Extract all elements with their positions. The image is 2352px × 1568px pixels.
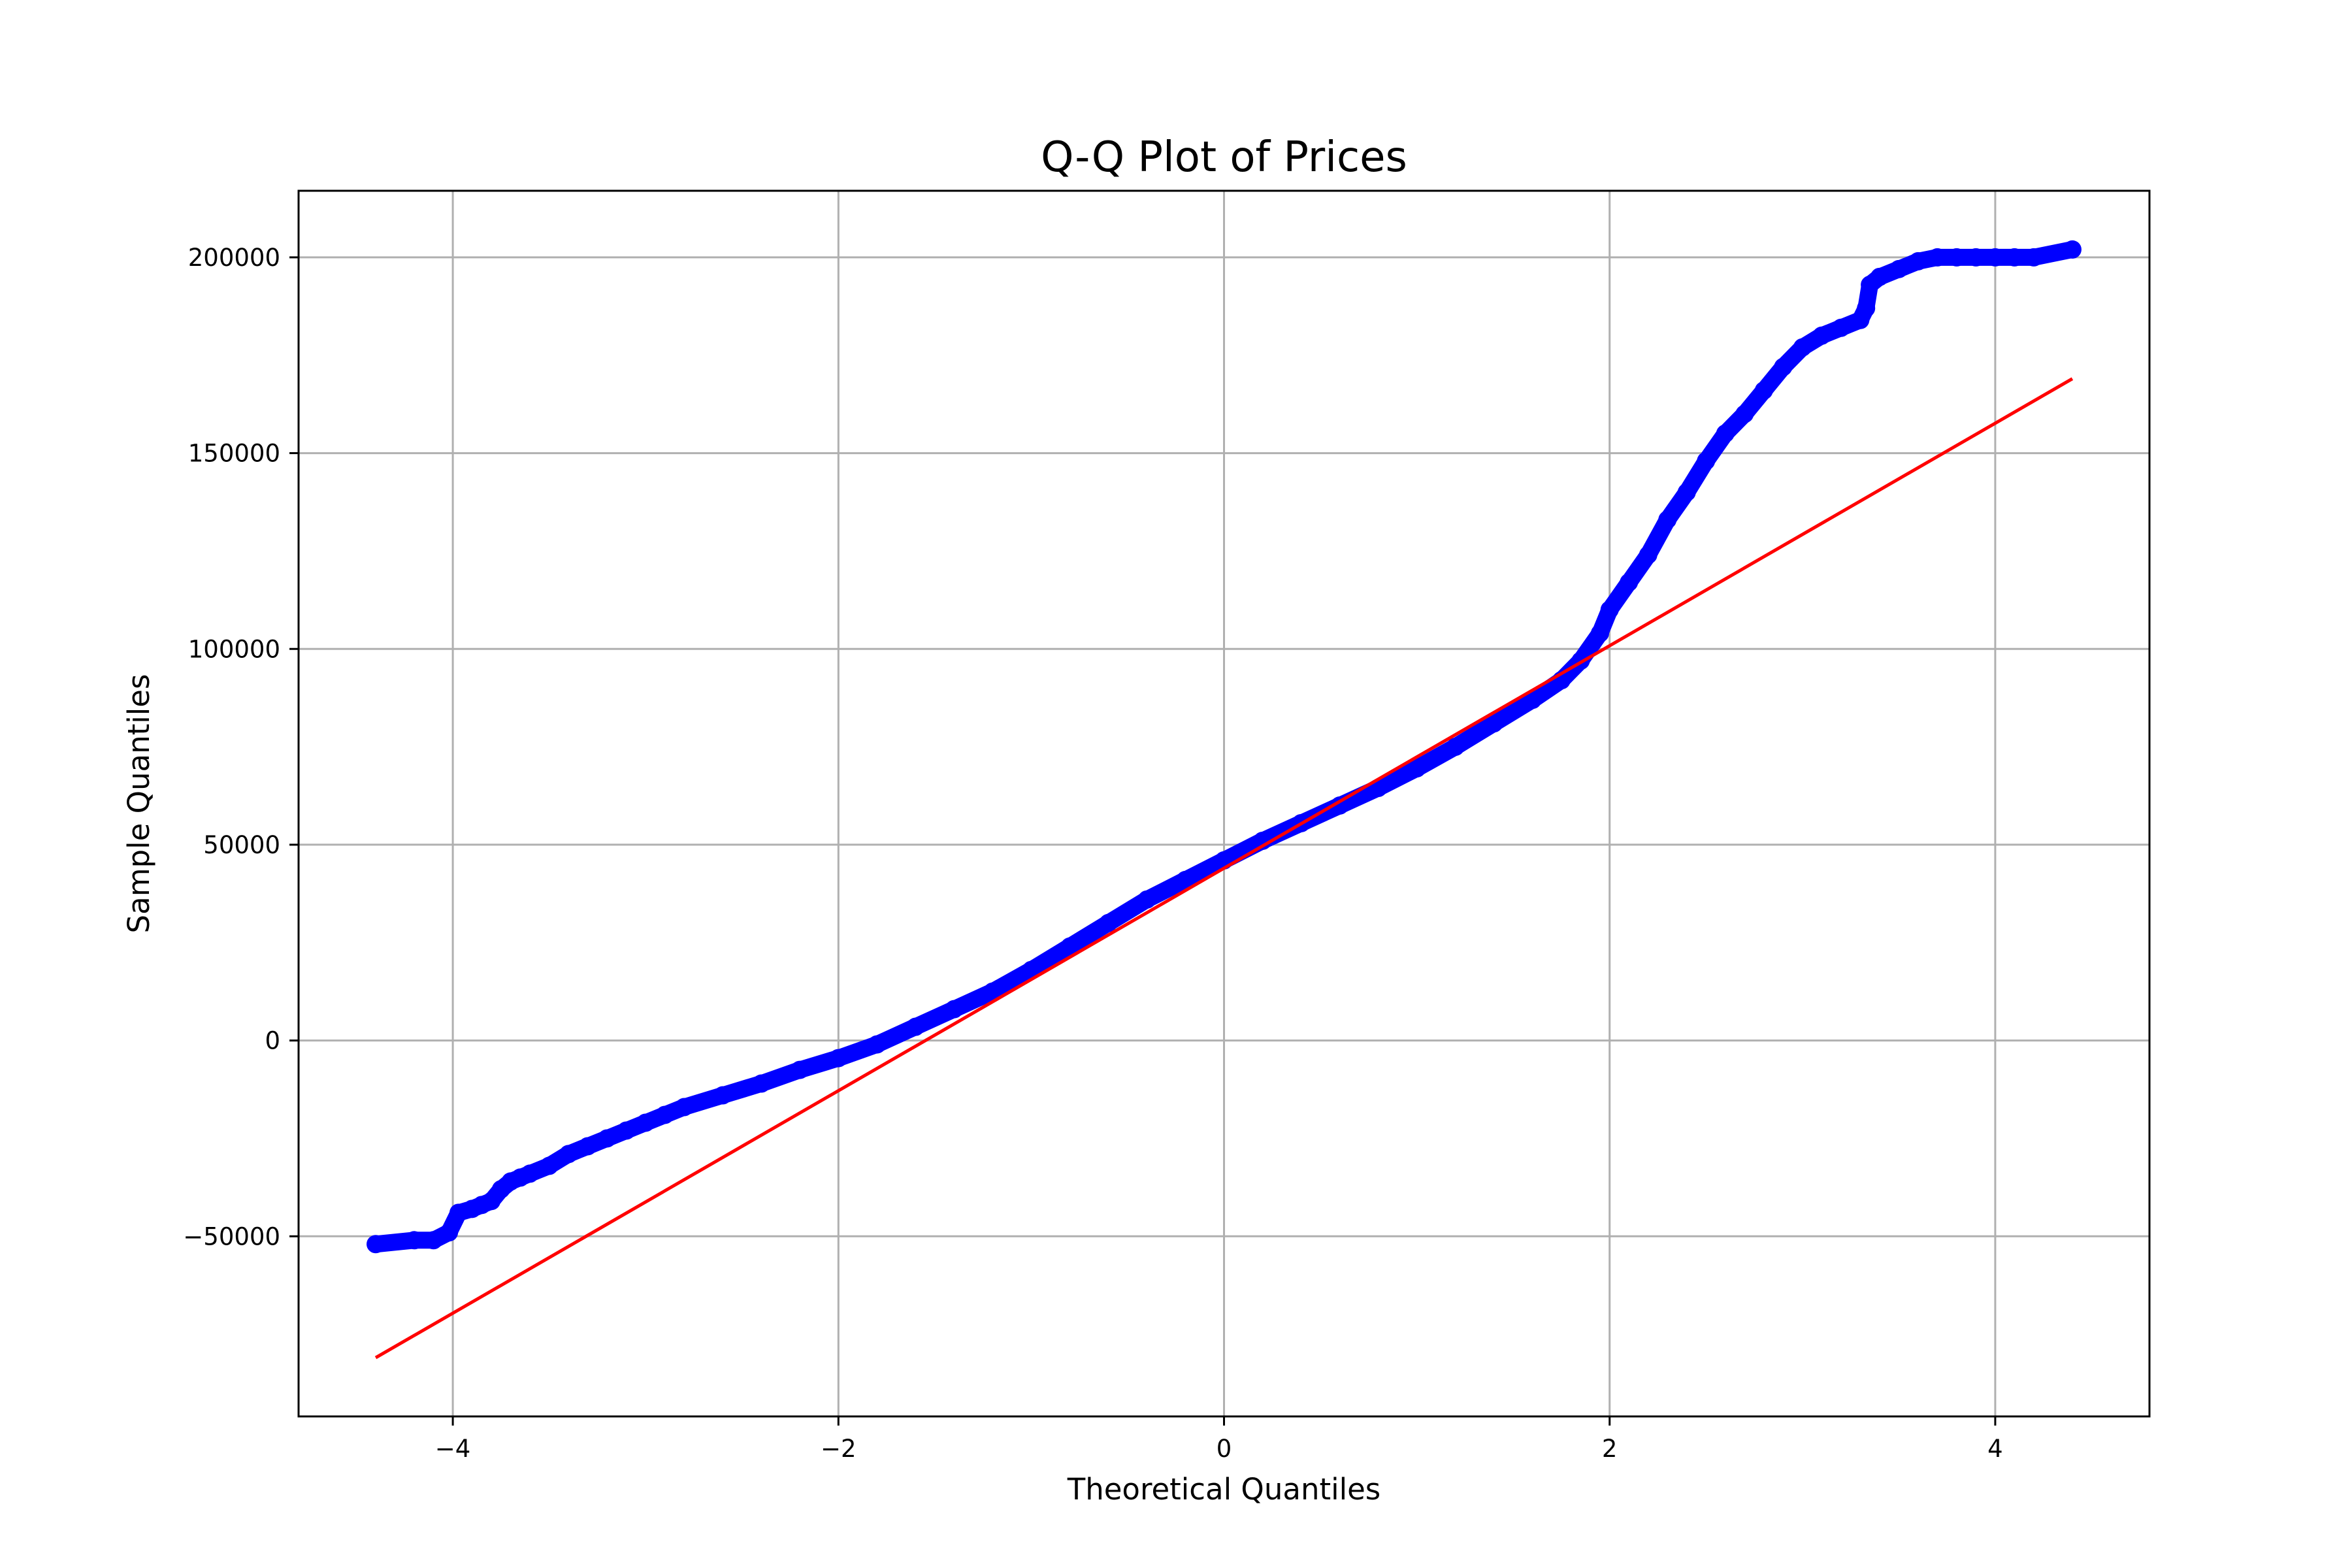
sample-point: [1716, 424, 1735, 443]
y-tick-label: 50000: [203, 831, 280, 859]
sample-point: [713, 1086, 732, 1105]
sample-point: [1639, 546, 1658, 564]
sample-point: [578, 1137, 597, 1156]
sample-point: [636, 1113, 655, 1132]
sample-point: [1857, 299, 1876, 318]
sample-point: [868, 1035, 887, 1054]
sample-point: [945, 1000, 964, 1019]
sample-point: [1967, 248, 1985, 267]
sample-point: [1793, 338, 1812, 357]
x-tick-label: 4: [1987, 1435, 2003, 1463]
sample-point: [791, 1060, 809, 1079]
x-tick-label: 2: [1602, 1435, 1618, 1463]
sample-point: [424, 1231, 443, 1250]
sample-point: [1099, 913, 1118, 932]
reference-line: [374, 377, 2074, 1360]
sample-point: [1590, 624, 1609, 643]
sample-point: [1253, 831, 1272, 850]
sample-point: [906, 1017, 925, 1036]
y-tick-label: 200000: [188, 244, 280, 272]
sample-point: [752, 1074, 771, 1093]
plot-data: [367, 240, 2082, 1360]
sample-point: [1908, 252, 1927, 270]
sample-point: [1812, 326, 1831, 345]
sample-point: [1928, 248, 1947, 267]
sample-point: [1620, 573, 1639, 592]
sample-point: [1774, 357, 1793, 376]
y-axis-label: Sample Quantiles: [122, 674, 156, 934]
sample-point: [2005, 248, 2024, 267]
sample-point: [1407, 759, 1426, 778]
sample-point: [367, 1235, 385, 1254]
sample-point: [1022, 960, 1041, 979]
sample-point: [1484, 714, 1503, 733]
sample-point: [675, 1098, 694, 1117]
sample-point: [1137, 890, 1156, 909]
sample-point: [440, 1223, 459, 1242]
grid-lines: [299, 191, 2149, 1416]
x-tick-label: 0: [1217, 1435, 1232, 1463]
sample-point: [829, 1049, 848, 1068]
sample-point: [655, 1105, 674, 1124]
sample-point: [1330, 796, 1349, 815]
y-tick-label: 150000: [188, 440, 280, 468]
sample-point: [1985, 248, 2004, 267]
sample-point: [1446, 738, 1465, 757]
sample-point: [1658, 510, 1677, 529]
sample-point: [1889, 259, 1908, 278]
sample-point: [1060, 937, 1079, 956]
sample-point: [1677, 483, 1696, 502]
sample-point: [1600, 600, 1619, 619]
sample-point: [540, 1156, 559, 1175]
sample-point: [521, 1164, 540, 1183]
sample-point: [1870, 267, 1889, 286]
y-tick-label: −50000: [183, 1222, 280, 1250]
y-tick-label: 0: [265, 1027, 280, 1055]
x-tick-label: −4: [435, 1435, 471, 1463]
sample-point: [617, 1121, 636, 1140]
chart-title: Q-Q Plot of Prices: [1041, 133, 1407, 182]
x-tick-label: −2: [821, 1435, 857, 1463]
sample-point: [2024, 248, 2043, 267]
axis-ticks: −4 −2 0 2 4 −50000 0 50000 100000 150000 200000: [183, 244, 2002, 1463]
sample-point: [1947, 248, 1966, 267]
sample-point: [559, 1145, 578, 1164]
x-axis-label: Theoretical Quantiles: [1067, 1472, 1381, 1507]
sample-point: [1735, 404, 1754, 423]
sample-point: [1697, 451, 1716, 470]
sample-point: [405, 1231, 424, 1250]
sample-point: [2063, 240, 2082, 259]
sample-point: [1176, 870, 1195, 889]
sample-point: [1523, 691, 1542, 710]
sample-point: [1831, 318, 1850, 337]
y-tick-label: 100000: [188, 635, 280, 663]
sample-point: [598, 1129, 617, 1148]
sample-point: [1754, 381, 1773, 400]
sample-point: [983, 982, 1002, 1001]
